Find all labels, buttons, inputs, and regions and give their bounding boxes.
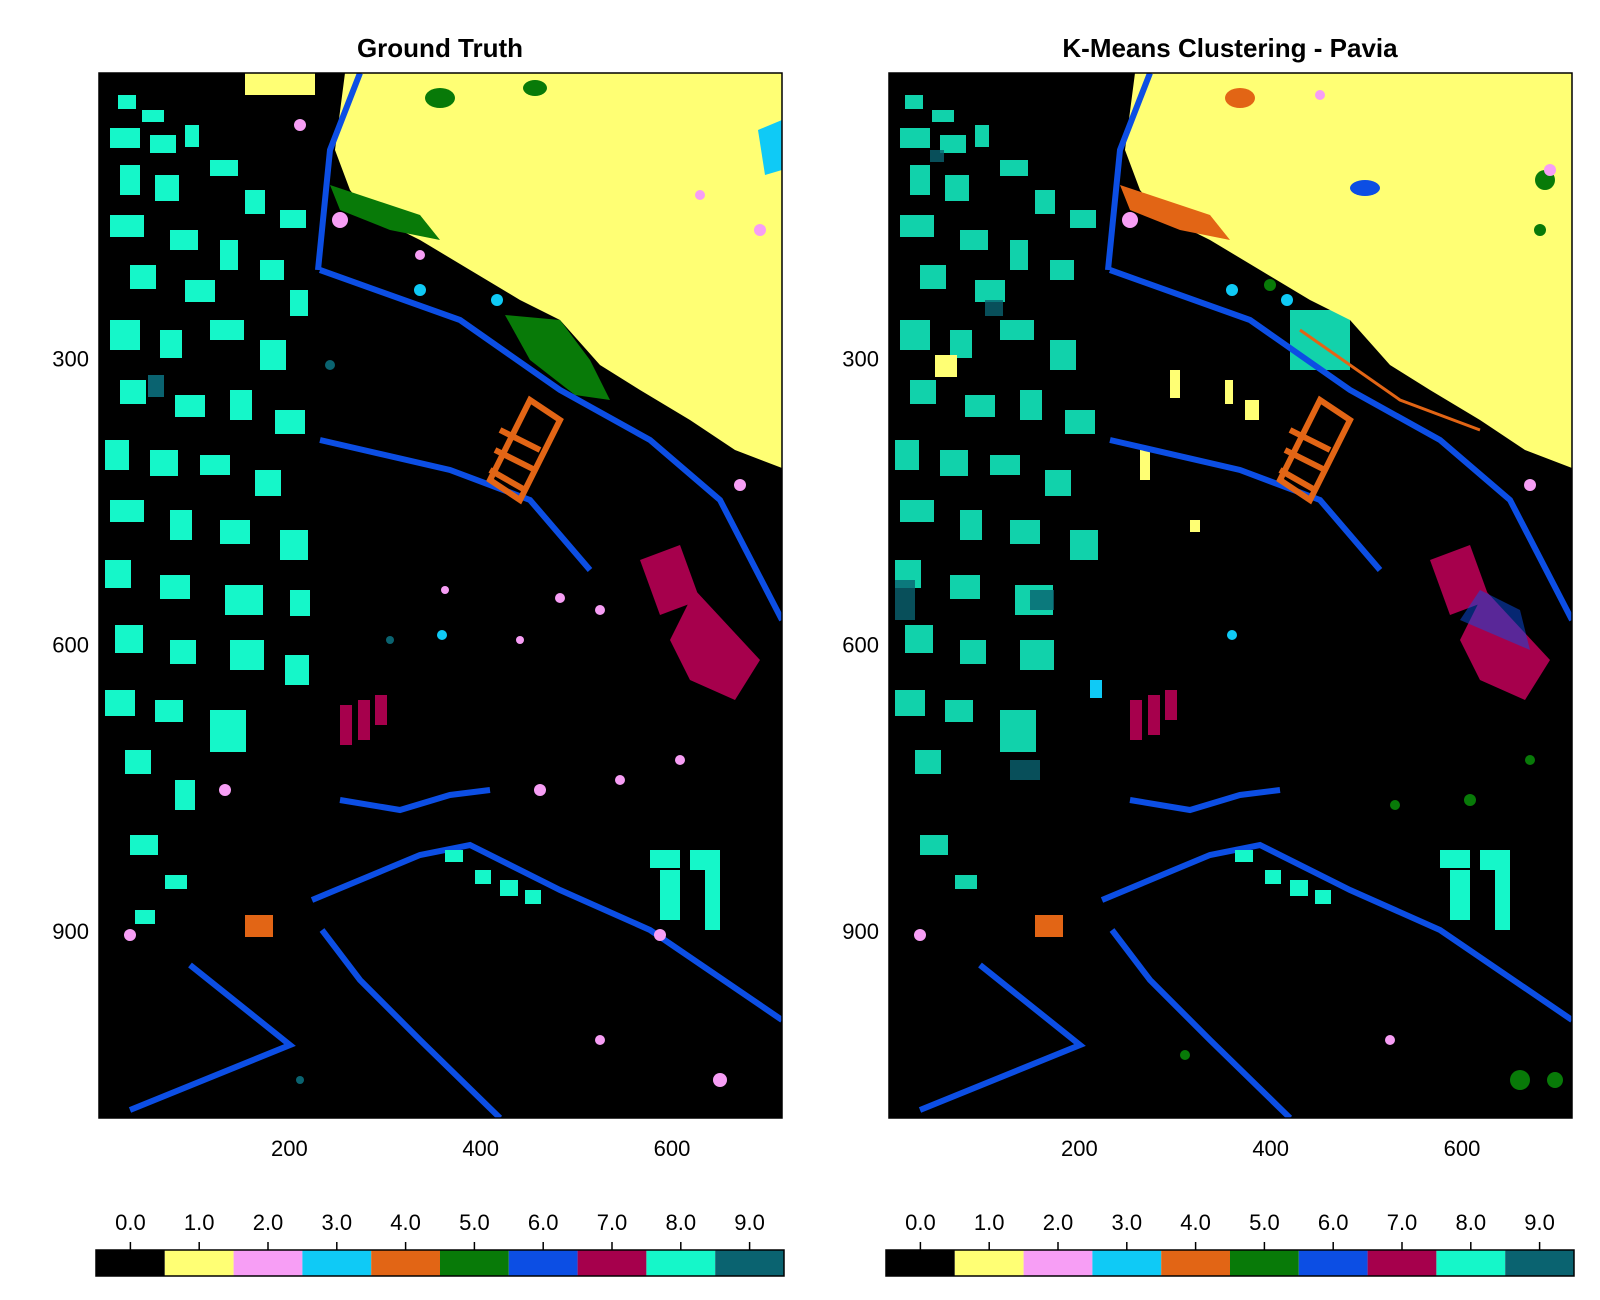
- x-tick-label: 400: [1252, 1136, 1289, 1161]
- colorbar-tick-label: 7.0: [597, 1210, 628, 1235]
- colorbar-frame: [885, 1249, 1575, 1277]
- buildings-region: [105, 95, 310, 924]
- colorbar-tick-label: 2.0: [253, 1210, 284, 1235]
- y-tick-label: 900: [52, 919, 89, 944]
- colorbar-swatch: [1505, 1250, 1574, 1276]
- y-tick-label: 300: [842, 346, 879, 371]
- kmeans-title: K-Means Clustering - Pavia: [1062, 33, 1398, 63]
- colorbar-swatch: [164, 1250, 234, 1276]
- colorbar-swatch: [1092, 1250, 1162, 1276]
- colorbar-tick-label: 6.0: [1318, 1210, 1349, 1235]
- colorbar-swatch: [96, 1250, 165, 1276]
- colorbar-tick-label: 8.0: [1456, 1210, 1487, 1235]
- colorbar-swatch: [577, 1250, 647, 1276]
- colorbar-swatch: [1298, 1250, 1368, 1276]
- colorbar-swatch: [371, 1250, 440, 1276]
- colorbar-swatch: [1367, 1250, 1437, 1276]
- x-tick-label: 200: [271, 1136, 308, 1161]
- river-region: [335, 73, 782, 468]
- colorbar-swatch: [954, 1250, 1024, 1276]
- kmeans-heatmap: [889, 73, 1572, 1118]
- colorbar-swatch: [1023, 1250, 1093, 1276]
- kmeans-panel: K-Means Clustering - Pavia: [842, 33, 1575, 1277]
- colorbar-tick-label: 7.0: [1387, 1210, 1418, 1235]
- colorbar-tick-label: 3.0: [322, 1210, 353, 1235]
- y-tick-label: 300: [52, 346, 89, 371]
- colorbar-tick-label: 4.0: [390, 1210, 421, 1235]
- colorbar-swatch: [440, 1250, 509, 1276]
- red-roof-region: [340, 545, 760, 745]
- colorbar-swatch: [1436, 1250, 1506, 1276]
- colorbar-tick-label: 3.0: [1112, 1210, 1143, 1235]
- ground-truth-title: Ground Truth: [357, 33, 523, 63]
- vegetation-region: [330, 80, 610, 400]
- x-tick-label: 600: [654, 1136, 691, 1161]
- x-tick-label: 200: [1061, 1136, 1098, 1161]
- ground-truth-axes: 200 400 600 300 600 900: [52, 346, 690, 1161]
- colorbar-tick-label: 2.0: [1043, 1210, 1074, 1235]
- colorbar-tick-label: 6.0: [528, 1210, 559, 1235]
- ground-truth-heatmap: [99, 73, 782, 1118]
- roads-region: [128, 73, 782, 1118]
- colorbar-swatch: [715, 1250, 784, 1276]
- colorbar-swatch: [233, 1250, 303, 1276]
- colorbar-tick-label: 5.0: [1249, 1210, 1280, 1235]
- colorbar-tick-label: 5.0: [459, 1210, 490, 1235]
- colorbar-tick-label: 1.0: [184, 1210, 215, 1235]
- colorbar-tick-label: 0.0: [115, 1210, 146, 1235]
- colorbar-swatch: [508, 1250, 578, 1276]
- colorbar-swatch: [1230, 1250, 1299, 1276]
- colorbar-frame: [95, 1249, 785, 1277]
- x-tick-label: 600: [1444, 1136, 1481, 1161]
- colorbar-tick-label: 8.0: [666, 1210, 697, 1235]
- ground-truth-panel: Ground Truth: [52, 33, 785, 1277]
- colorbar-swatch: [646, 1250, 716, 1276]
- colorbar-swatch: [302, 1250, 372, 1276]
- y-tick-label: 600: [52, 633, 89, 658]
- patches-region: [124, 119, 766, 1087]
- y-tick-label: 600: [842, 633, 879, 658]
- ground-truth-colorbar: 0.0 1.0 2.0 3.0 4.0 5.0 6.0 7.0 8.0 9.0: [95, 1210, 785, 1277]
- colorbar-swatch: [1161, 1250, 1230, 1276]
- colorbar-tick-label: 9.0: [734, 1210, 765, 1235]
- colorbar-tick-label: 9.0: [1524, 1210, 1555, 1235]
- colorbar-tick-label: 4.0: [1180, 1210, 1211, 1235]
- y-tick-label: 900: [842, 919, 879, 944]
- kmeans-colorbar: 0.0 1.0 2.0 3.0 4.0 5.0 6.0 7.0 8.0 9.0: [885, 1210, 1575, 1277]
- colorbar-swatch: [886, 1250, 955, 1276]
- parking-region: [486, 395, 564, 505]
- colorbar-tick-label: 0.0: [905, 1210, 936, 1235]
- x-tick-label: 400: [462, 1136, 499, 1161]
- colorbar-tick-label: 1.0: [974, 1210, 1005, 1235]
- kmeans-axes: 200 400 600 300 600 900: [842, 346, 1480, 1161]
